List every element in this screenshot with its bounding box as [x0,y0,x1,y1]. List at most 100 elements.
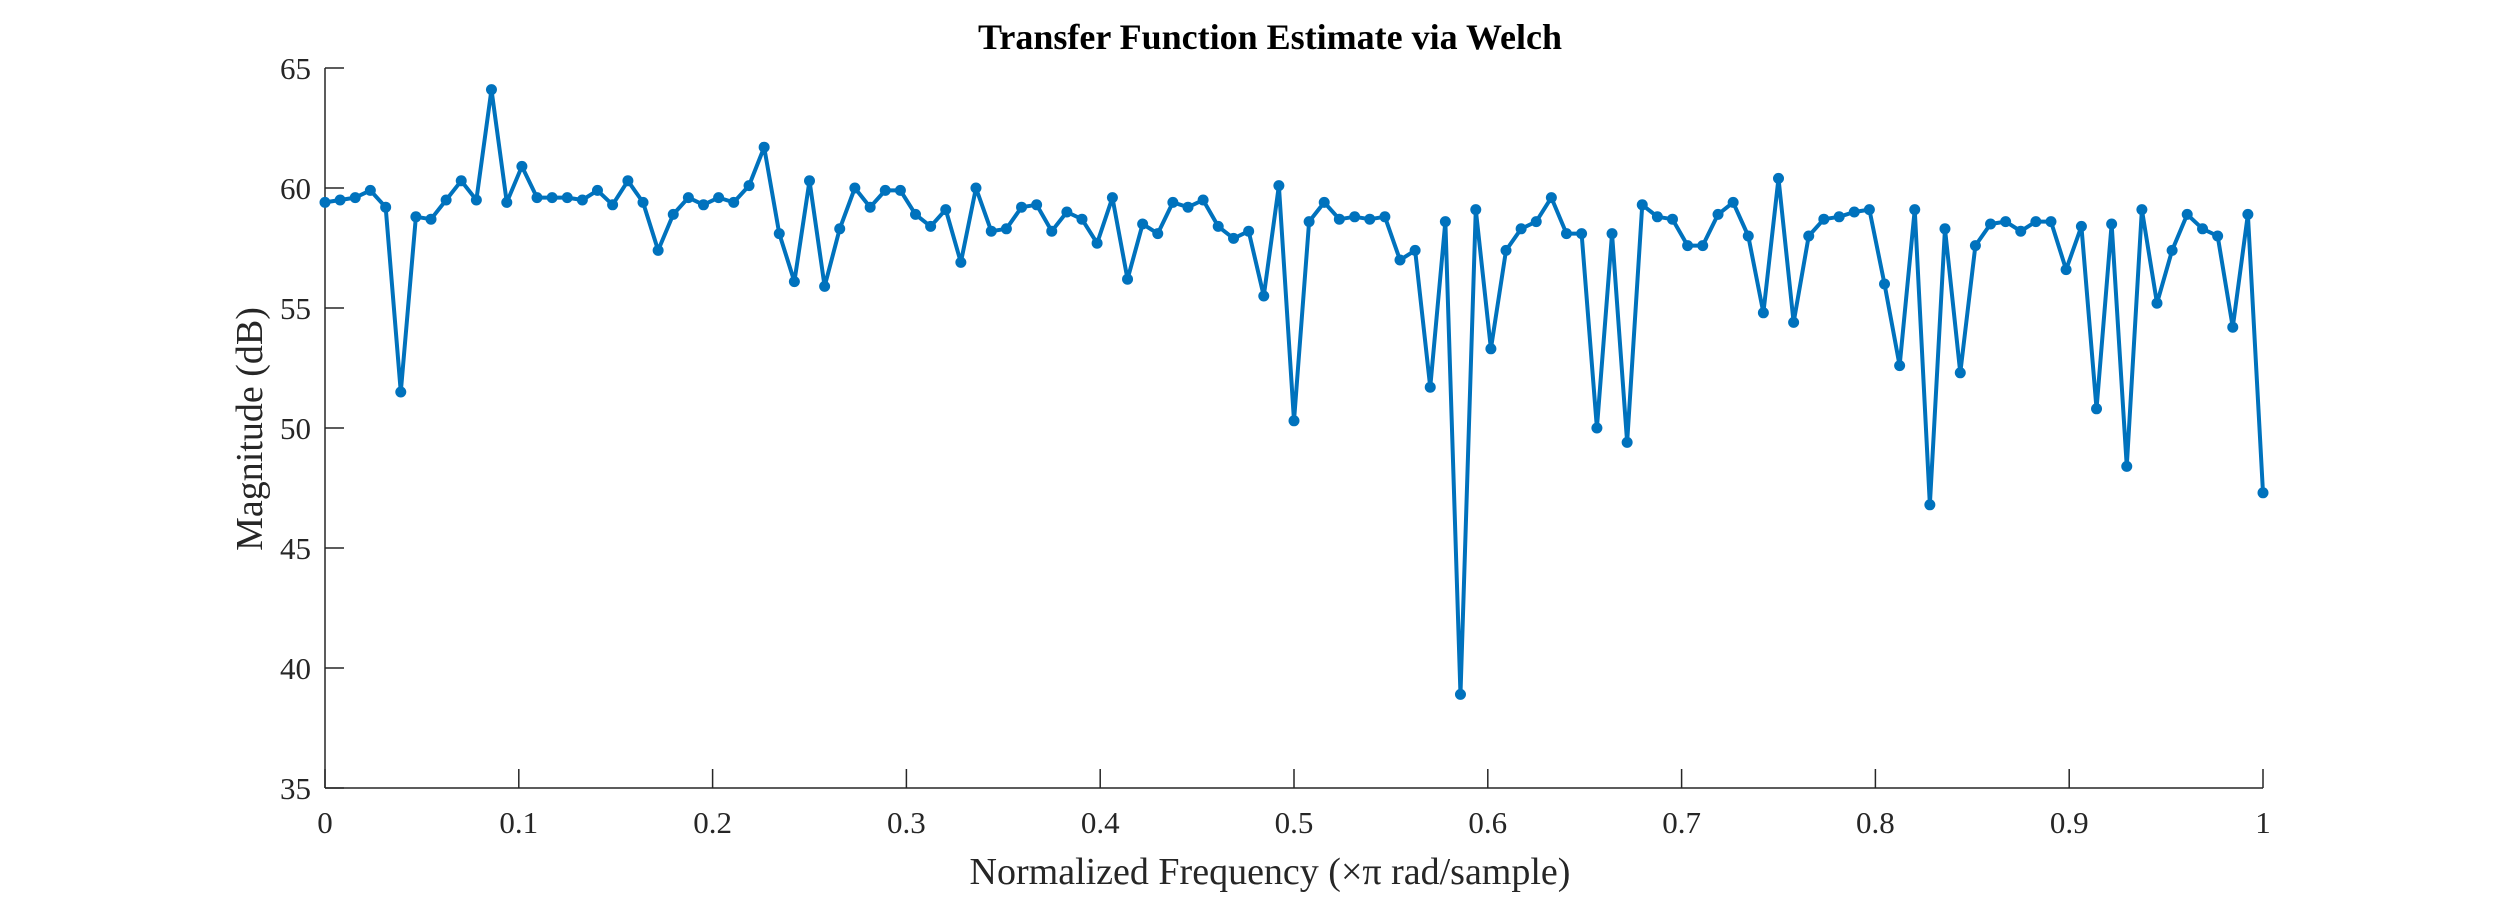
data-point [1651,211,1663,223]
data-point [864,201,876,213]
data-point [1409,244,1421,256]
data-point [501,196,513,208]
data-point [1515,223,1527,235]
data-point [576,194,588,206]
data-point [380,201,392,213]
data-point [2242,208,2254,220]
data-point [622,175,634,187]
data-point [2121,460,2133,472]
data-point [1016,201,1028,213]
data-point [743,180,755,192]
data-point [2030,216,2042,228]
x-tick-label: 0 [317,805,333,840]
x-tick-label: 0.4 [1081,805,1120,840]
data-point [652,244,664,256]
data-point [682,192,694,204]
x-tick-label: 0.6 [1468,805,1507,840]
data-point [2106,218,2118,230]
data-point [940,204,952,216]
data-point [1712,208,1724,220]
x-tick-label: 0.7 [1662,805,1701,840]
data-point [425,213,437,225]
data-point [516,160,528,172]
x-tick-label: 0.5 [1275,805,1314,840]
data-point [894,184,906,196]
data-point [334,194,346,206]
data-point [879,184,891,196]
data-point [591,184,603,196]
x-tick-label: 0.2 [693,805,732,840]
data-point [1212,220,1224,232]
data-point [1333,213,1345,225]
data-point [1560,228,1572,240]
data-point [637,196,649,208]
data-point [1485,343,1497,355]
data-point [1939,223,1951,235]
data-point [1152,228,1164,240]
data-point [2212,230,2224,242]
data-point [1924,499,1936,511]
data-point [1364,213,1376,225]
data-point [955,256,967,268]
data-point [470,194,482,206]
data-point [2060,264,2072,276]
data-point [440,194,452,206]
data-point [1061,206,1073,218]
data-point [2045,216,2057,228]
data-point [1863,204,1875,216]
data-series [319,84,2269,700]
data-point [1500,244,1512,256]
data-point [2015,225,2027,237]
data-point [1379,211,1391,223]
data-point [1228,232,1240,244]
data-point [2166,244,2178,256]
data-point [1424,381,1436,393]
y-tick-label: 40 [280,651,311,686]
data-point [395,386,407,398]
data-point [667,208,679,220]
y-tick-label: 45 [280,531,311,566]
data-point [1833,211,1845,223]
data-point [2197,223,2209,235]
data-point [1349,211,1361,223]
data-point [2227,321,2239,333]
data-point [1697,240,1709,252]
data-point [1621,436,1633,448]
data-point [1985,218,1997,230]
data-point [1682,240,1694,252]
data-point [1076,213,1088,225]
data-point [1288,415,1300,427]
x-tick-label: 0.8 [1856,805,1895,840]
data-point [1954,367,1966,379]
data-point [1182,201,1194,213]
chart-title: Transfer Function Estimate via Welch [978,17,1562,57]
x-tick-label: 0.9 [2050,805,2089,840]
data-point [1394,254,1406,266]
data-point [1091,237,1103,249]
data-point [1273,180,1285,192]
data-point [834,223,846,235]
data-point [531,192,543,204]
x-tick-label: 0.3 [887,805,926,840]
data-point [2151,297,2163,309]
data-point [2091,403,2103,415]
data-point [819,280,831,292]
data-point [1727,196,1739,208]
data-point [1879,278,1891,290]
data-point [1909,204,1921,216]
data-point [1606,228,1618,240]
data-point [561,192,573,204]
data-point [713,192,725,204]
data-point [804,175,815,187]
data-point [410,211,422,223]
data-point [1046,225,1058,237]
data-point [1530,216,1542,228]
data-point [2181,208,2193,220]
data-point [1439,216,1451,228]
data-point [546,192,558,204]
x-tick-label: 0.1 [499,805,538,840]
x-tick-label: 1 [2255,805,2271,840]
